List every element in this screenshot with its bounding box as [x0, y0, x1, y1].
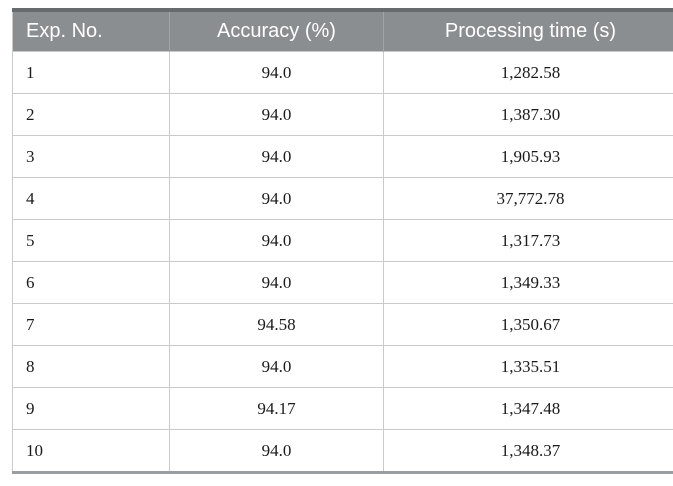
cell-processing-time: 1,282.58: [383, 51, 673, 94]
cell-processing-time: 1,905.93: [383, 135, 673, 178]
header-row: Exp. No. Accuracy (%) Processing time (s…: [12, 8, 673, 52]
cell-exp-no: 7: [12, 303, 170, 346]
table-row: 10 94.0 1,348.37: [12, 429, 673, 473]
cell-exp-no: 1: [12, 51, 170, 94]
cell-accuracy: 94.0: [169, 219, 384, 262]
table-row: 8 94.0 1,335.51: [12, 345, 673, 388]
table-row: 1 94.0 1,282.58: [12, 51, 673, 94]
table-row: 7 94.58 1,350.67: [12, 303, 673, 346]
table-row: 4 94.0 37,772.78: [12, 177, 673, 220]
table-row: 3 94.0 1,905.93: [12, 135, 673, 178]
cell-processing-time: 1,317.73: [383, 219, 673, 262]
cell-accuracy: 94.0: [169, 93, 384, 136]
cell-processing-time: 1,335.51: [383, 345, 673, 388]
cell-processing-time: 1,350.67: [383, 303, 673, 346]
table-row: 5 94.0 1,317.73: [12, 219, 673, 262]
column-header-exp-no: Exp. No.: [12, 8, 170, 52]
cell-accuracy: 94.0: [169, 345, 384, 388]
table-row: 6 94.0 1,349.33: [12, 261, 673, 304]
cell-accuracy: 94.0: [169, 429, 384, 473]
cell-processing-time: 37,772.78: [383, 177, 673, 220]
cell-exp-no: 9: [12, 387, 170, 430]
cell-processing-time: 1,387.30: [383, 93, 673, 136]
table-body: 1 94.0 1,282.58 2 94.0 1,387.30 3 94.0 1,905.93 4…: [12, 51, 673, 473]
cell-exp-no: 6: [12, 261, 170, 304]
cell-exp-no: 10: [12, 429, 170, 473]
table-row: 9 94.17 1,347.48: [12, 387, 673, 430]
cell-processing-time: 1,349.33: [383, 261, 673, 304]
cell-accuracy: 94.17: [169, 387, 384, 430]
cell-accuracy: 94.0: [169, 261, 384, 304]
column-header-processing-time: Processing time (s): [383, 8, 673, 52]
cell-exp-no: 4: [12, 177, 170, 220]
table-header: Exp. No. Accuracy (%) Processing time (s…: [12, 8, 673, 52]
cell-processing-time: 1,348.37: [383, 429, 673, 473]
cell-exp-no: 8: [12, 345, 170, 388]
table-row: 2 94.0 1,387.30: [12, 93, 673, 136]
results-table: Exp. No. Accuracy (%) Processing time (s…: [12, 8, 673, 474]
column-header-accuracy: Accuracy (%): [169, 8, 384, 52]
cell-accuracy: 94.0: [169, 177, 384, 220]
cell-processing-time: 1,347.48: [383, 387, 673, 430]
cell-exp-no: 5: [12, 219, 170, 262]
cell-exp-no: 3: [12, 135, 170, 178]
cell-exp-no: 2: [12, 93, 170, 136]
cell-accuracy: 94.58: [169, 303, 384, 346]
cell-accuracy: 94.0: [169, 135, 384, 178]
cell-accuracy: 94.0: [169, 51, 384, 94]
